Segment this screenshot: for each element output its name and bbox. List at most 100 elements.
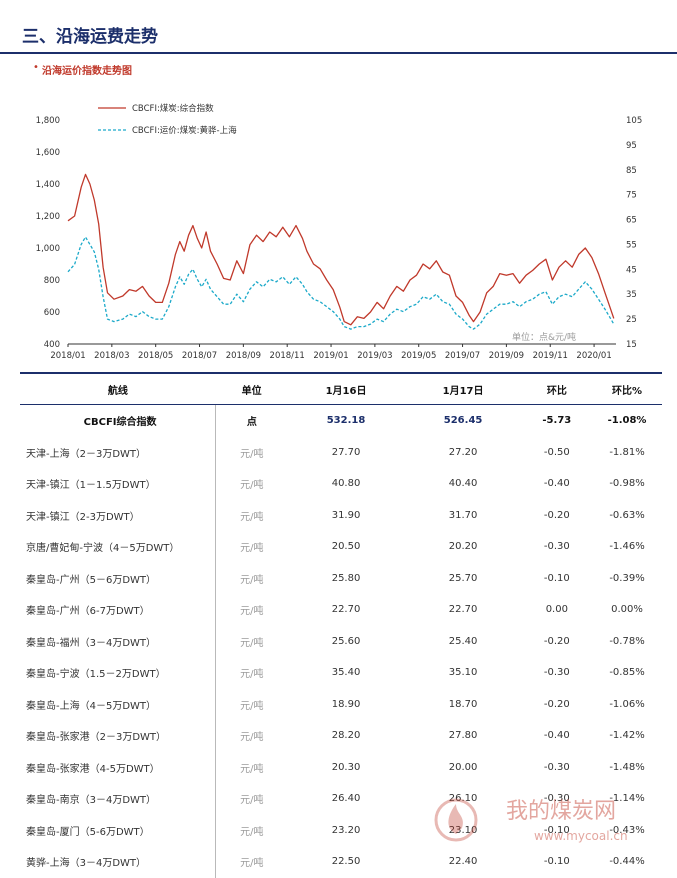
unit-cell: 元/吨 <box>215 499 288 531</box>
change-cell: -0.30 <box>543 793 570 805</box>
change-cell: 0.00 <box>545 604 568 616</box>
jan17-cell: 25.40 <box>448 635 478 647</box>
route-cell: 天津-镇江（1－1.5万DWT） <box>26 480 156 492</box>
route-cell: 秦皇岛-广州（5－6万DWT） <box>26 574 157 586</box>
jan17-cell: 18.70 <box>448 698 478 710</box>
jan16-cell: 25.60 <box>331 635 361 647</box>
change-cell: -0.20 <box>543 698 570 710</box>
table-row: 秦皇岛-张家港（2－3万DWT） 元/吨 28.20 27.80 -0.40 -1.42% <box>20 720 662 752</box>
change-cell: -0.30 <box>543 761 570 773</box>
jan16-cell: 22.70 <box>331 604 361 616</box>
y-right-tick-label: 45 <box>626 265 637 275</box>
header-change: 环比 <box>521 372 593 405</box>
x-tick-label: 2018/09 <box>226 351 261 361</box>
x-tick-label: 2019/03 <box>357 351 392 361</box>
route-cell: 秦皇岛-上海（4－5万DWT） <box>26 700 157 712</box>
change-pct-cell: -0.98% <box>609 478 645 490</box>
header-jan17: 1月17日 <box>404 372 522 405</box>
route-cell: 秦皇岛-宁波（1.5－2万DWT） <box>26 669 166 681</box>
jan16-cell: 23.20 <box>331 824 361 836</box>
jan16-cell: 25.80 <box>331 572 361 584</box>
change-pct-cell: -0.78% <box>609 635 645 647</box>
unit-cell: 元/吨 <box>215 846 288 878</box>
change-cell: -0.10 <box>543 572 570 584</box>
heading-rule <box>0 52 677 54</box>
jan17-cell: 22.70 <box>448 604 478 616</box>
table-row: 秦皇岛-宁波（1.5－2万DWT） 元/吨 35.40 35.10 -0.30 -0.85… <box>20 657 662 689</box>
jan17-cell: 26.10 <box>448 793 478 805</box>
mycoal-watermark: 我的煤炭网 www.mycoal.cn <box>434 798 628 843</box>
route-cell: 秦皇岛-厦门（5-6万DWT） <box>26 826 150 838</box>
change-cell: -5.73 <box>542 415 572 427</box>
line-chart: 400 600 800 1,000 1,200 1,400 1,600 1,800 15 25 35… <box>36 103 643 361</box>
table-row: 黄骅-上海（3－4万DWT） 元/吨 22.50 22.40 -0.10 -0.44% <box>20 846 662 878</box>
change-pct-cell: -0.39% <box>609 572 645 584</box>
section-heading: 三、沿海运费走势 <box>22 27 158 47</box>
change-pct-cell: -1.14% <box>609 793 645 805</box>
change-cell: -0.20 <box>543 509 570 521</box>
x-tick-label: 2018/05 <box>138 351 173 361</box>
unit-cell: 元/吨 <box>215 751 288 783</box>
jan17-cell: 35.10 <box>448 667 478 679</box>
change-pct-cell: -1.48% <box>609 761 645 773</box>
change-pct-cell: -1.06% <box>609 698 645 710</box>
change-cell: -0.50 <box>543 446 570 458</box>
change-pct-cell: 0.00% <box>611 604 643 616</box>
table-row: 京唐/曹妃甸-宁波（4－5万DWT） 元/吨 20.50 20.20 -0.30 -1.4… <box>20 531 662 563</box>
header-jan16: 1月16日 <box>287 372 405 405</box>
jan16-cell: 18.90 <box>331 698 361 710</box>
route-cell: CBCFI综合指数 <box>83 417 157 429</box>
change-cell: -0.20 <box>543 635 570 647</box>
watermark-url: www.mycoal.cn <box>534 829 628 843</box>
jan17-cell: 22.40 <box>448 856 478 868</box>
change-cell: -0.40 <box>543 730 570 742</box>
route-cell: 黄骅-上海（3－4万DWT） <box>26 858 147 870</box>
header-change-pct: 环比% <box>592 372 662 405</box>
unit-cell: 元/吨 <box>215 720 288 752</box>
x-tick-label: 2019/11 <box>533 351 568 361</box>
jan17-cell: 23.10 <box>448 824 478 836</box>
y-right-tick-label: 55 <box>626 240 637 250</box>
jan17-cell: 31.70 <box>448 509 478 521</box>
x-tick-label: 2020/01 <box>576 351 611 361</box>
x-tick-label: 2018/03 <box>94 351 129 361</box>
route-cell: 秦皇岛-南京（3－4万DWT） <box>26 795 157 807</box>
y-left-tick-label: 1,400 <box>36 180 60 190</box>
x-tick-label: 2019/05 <box>401 351 436 361</box>
change-pct-cell: -0.63% <box>609 509 645 521</box>
unit-cell: 元/吨 <box>215 562 288 594</box>
legend-label-1: CBCFI:运价:煤炭:黄骅-上海 <box>132 125 237 136</box>
x-tick-label: 2019/01 <box>313 351 348 361</box>
x-tick-label: 2019/09 <box>489 351 524 361</box>
flame-logo-icon <box>434 798 478 842</box>
x-tick-label: 2018/11 <box>270 351 305 361</box>
change-pct-cell: -1.46% <box>609 541 645 553</box>
jan16-cell: 27.70 <box>331 446 361 458</box>
jan16-cell: 31.90 <box>331 509 361 521</box>
y-left-tick-label: 1,600 <box>36 148 60 158</box>
table-row: 天津-上海（2－3万DWT） 元/吨 27.70 27.20 -0.50 -1.81% <box>20 436 662 468</box>
index-row: CBCFI综合指数 点 532.18 526.45 -5.73 -1.08% <box>20 404 662 437</box>
change-cell: -0.30 <box>543 667 570 679</box>
y-left-tick-label: 400 <box>44 340 60 350</box>
change-pct-cell: -0.44% <box>609 856 645 868</box>
y-right-tick-label: 35 <box>626 290 637 300</box>
unit-cell: 元/吨 <box>215 436 288 468</box>
route-cell: 秦皇岛-广州（6-7万DWT） <box>26 606 150 618</box>
route-cell: 京唐/曹妃甸-宁波（4－5万DWT） <box>26 543 180 555</box>
jan16-cell: 26.40 <box>331 793 361 805</box>
change-cell: -0.30 <box>543 541 570 553</box>
change-pct-cell: -0.85% <box>609 667 645 679</box>
change-cell: -0.40 <box>543 478 570 490</box>
change-pct-cell: -1.42% <box>609 730 645 742</box>
unit-cell: 元/吨 <box>215 783 288 815</box>
unit-cell: 元/吨 <box>215 625 288 657</box>
jan16-cell: 22.50 <box>331 856 361 868</box>
jan17-cell: 27.20 <box>448 446 478 458</box>
change-cell: -0.10 <box>543 824 570 836</box>
change-pct-cell: -1.08% <box>607 415 647 427</box>
table-row: 秦皇岛-南京（3－4万DWT） 元/吨 26.40 26.10 -0.30 -1.14% <box>20 783 662 815</box>
x-tick-label: 2019/07 <box>445 351 480 361</box>
change-cell: -0.10 <box>543 856 570 868</box>
unit-cell: 元/吨 <box>215 657 288 689</box>
